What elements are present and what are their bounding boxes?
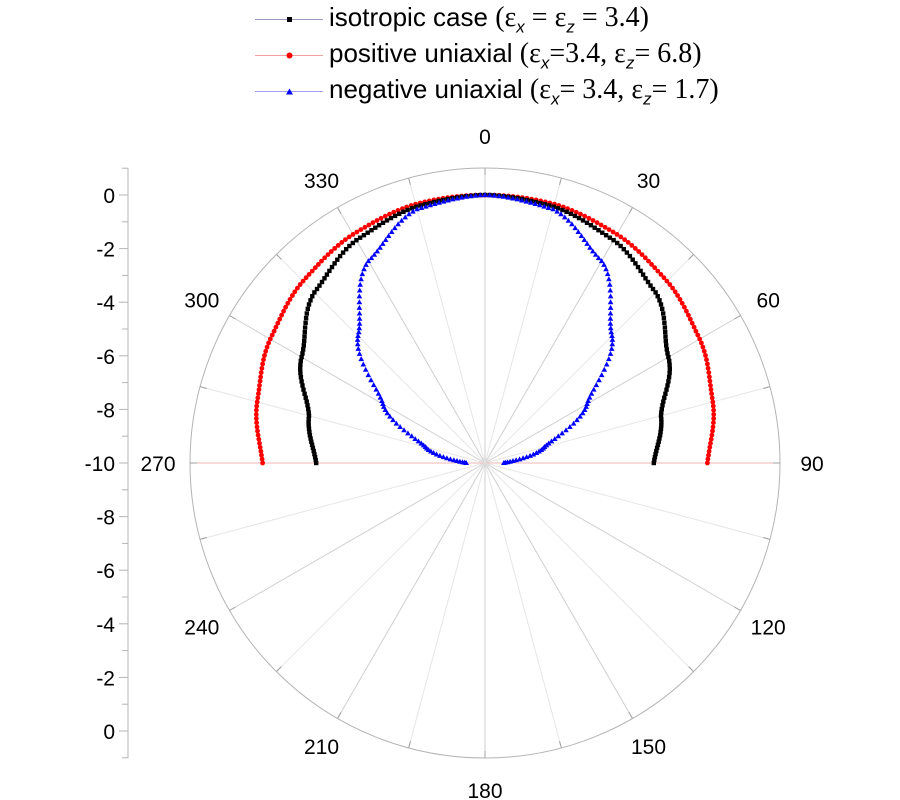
angular-tick bbox=[763, 537, 771, 540]
radial-tick-label: -8 bbox=[96, 507, 115, 530]
radial-tick-label: -4 bbox=[96, 292, 115, 315]
radial-tick-label: -8 bbox=[96, 399, 115, 422]
angular-tick bbox=[276, 666, 282, 672]
square-marker-icon bbox=[287, 17, 292, 22]
angular-gridline bbox=[276, 254, 486, 464]
angular-tick bbox=[628, 712, 633, 719]
radial-tick-label: -2 bbox=[96, 239, 115, 262]
legend-item-positive-uniaxial: positive uniaxial (εx=3.4, εz= 6.8) bbox=[255, 38, 719, 74]
angular-gridline bbox=[484, 462, 771, 540]
radial-tick-label: -6 bbox=[96, 346, 115, 369]
legend-item-isotropic: isotropic case (εx = εz = 3.4) bbox=[255, 2, 719, 38]
radial-tick-label: 0 bbox=[103, 185, 115, 208]
angle-label: 0 bbox=[479, 126, 491, 149]
angular-tick bbox=[688, 254, 694, 260]
radial-axis: 0 0 -2 -2 -4 -4 -6 -6 -8 -8 -10 bbox=[85, 167, 129, 759]
angular-tick bbox=[734, 606, 741, 611]
angular-tick bbox=[229, 606, 236, 611]
angular-gridline bbox=[337, 462, 486, 719]
angular-gridline bbox=[484, 386, 771, 464]
angle-label: 330 bbox=[304, 170, 339, 193]
angular-tick bbox=[628, 207, 633, 214]
angular-gridline bbox=[484, 254, 694, 464]
angular-tick bbox=[199, 537, 207, 540]
angular-gridline bbox=[199, 386, 486, 464]
angular-gridline bbox=[484, 462, 562, 749]
radial-tick-label: -6 bbox=[96, 560, 115, 583]
series-negative-uniaxial bbox=[354, 192, 616, 465]
angle-label: 30 bbox=[637, 170, 660, 193]
angular-tick bbox=[559, 177, 562, 185]
angular-tick bbox=[276, 254, 282, 260]
angular-gridline bbox=[484, 177, 562, 464]
legend-line-swatch bbox=[255, 17, 323, 22]
legend-line-swatch bbox=[255, 88, 323, 95]
angular-gridline bbox=[484, 462, 694, 672]
angular-tick bbox=[734, 315, 741, 320]
angular-axis-labels: 0 30 60 90 120 150 180 210 240 270 300 330 bbox=[140, 126, 823, 800]
circle-marker-icon bbox=[286, 52, 293, 59]
legend-line-swatch bbox=[255, 52, 323, 59]
legend-item-negative-uniaxial: negative uniaxial (εx= 3.4, εz= 1.7) bbox=[255, 74, 719, 110]
data-series bbox=[253, 192, 717, 466]
radial-tick-label: 0 bbox=[103, 721, 115, 744]
legend-label: isotropic case (εx = εz = 3.4) bbox=[329, 2, 649, 37]
angular-gridline bbox=[337, 207, 486, 464]
angle-label: 150 bbox=[631, 736, 666, 759]
angle-label: 300 bbox=[184, 290, 219, 313]
legend: isotropic case (εx = εz = 3.4) positive … bbox=[255, 2, 719, 110]
angular-tick bbox=[559, 741, 562, 749]
angular-tick bbox=[337, 712, 342, 719]
angular-gridline bbox=[199, 462, 486, 540]
triangle-marker-icon bbox=[286, 88, 293, 95]
angle-label: 90 bbox=[800, 453, 823, 476]
angle-label: 180 bbox=[467, 780, 502, 800]
angle-label: 270 bbox=[140, 453, 175, 476]
angular-tick bbox=[688, 666, 694, 672]
angle-label: 120 bbox=[751, 617, 786, 640]
radial-tick-label: -4 bbox=[96, 614, 115, 637]
radial-tick-label: -10 bbox=[85, 453, 115, 476]
angular-tick bbox=[408, 177, 411, 185]
angular-gridline bbox=[484, 207, 633, 464]
angular-tick bbox=[763, 386, 771, 389]
angular-tick bbox=[229, 315, 236, 320]
angle-label: 240 bbox=[184, 617, 219, 640]
legend-label: negative uniaxial (εx= 3.4, εz= 1.7) bbox=[329, 74, 719, 109]
angular-gridline bbox=[229, 462, 486, 611]
angular-tick bbox=[199, 386, 207, 389]
angular-gridline bbox=[408, 177, 486, 464]
angular-gridline bbox=[484, 462, 741, 611]
angular-gridline bbox=[408, 462, 486, 749]
angular-tick bbox=[408, 741, 411, 749]
angle-label: 210 bbox=[304, 736, 339, 759]
angular-gridline bbox=[276, 462, 486, 672]
legend-label: positive uniaxial (εx=3.4, εz= 6.8) bbox=[329, 38, 702, 73]
angular-gridline bbox=[484, 462, 633, 719]
radial-tick-label: -2 bbox=[96, 667, 115, 690]
angular-tick bbox=[337, 207, 342, 214]
angle-label: 60 bbox=[757, 290, 780, 313]
polar-grid bbox=[189, 167, 781, 759]
